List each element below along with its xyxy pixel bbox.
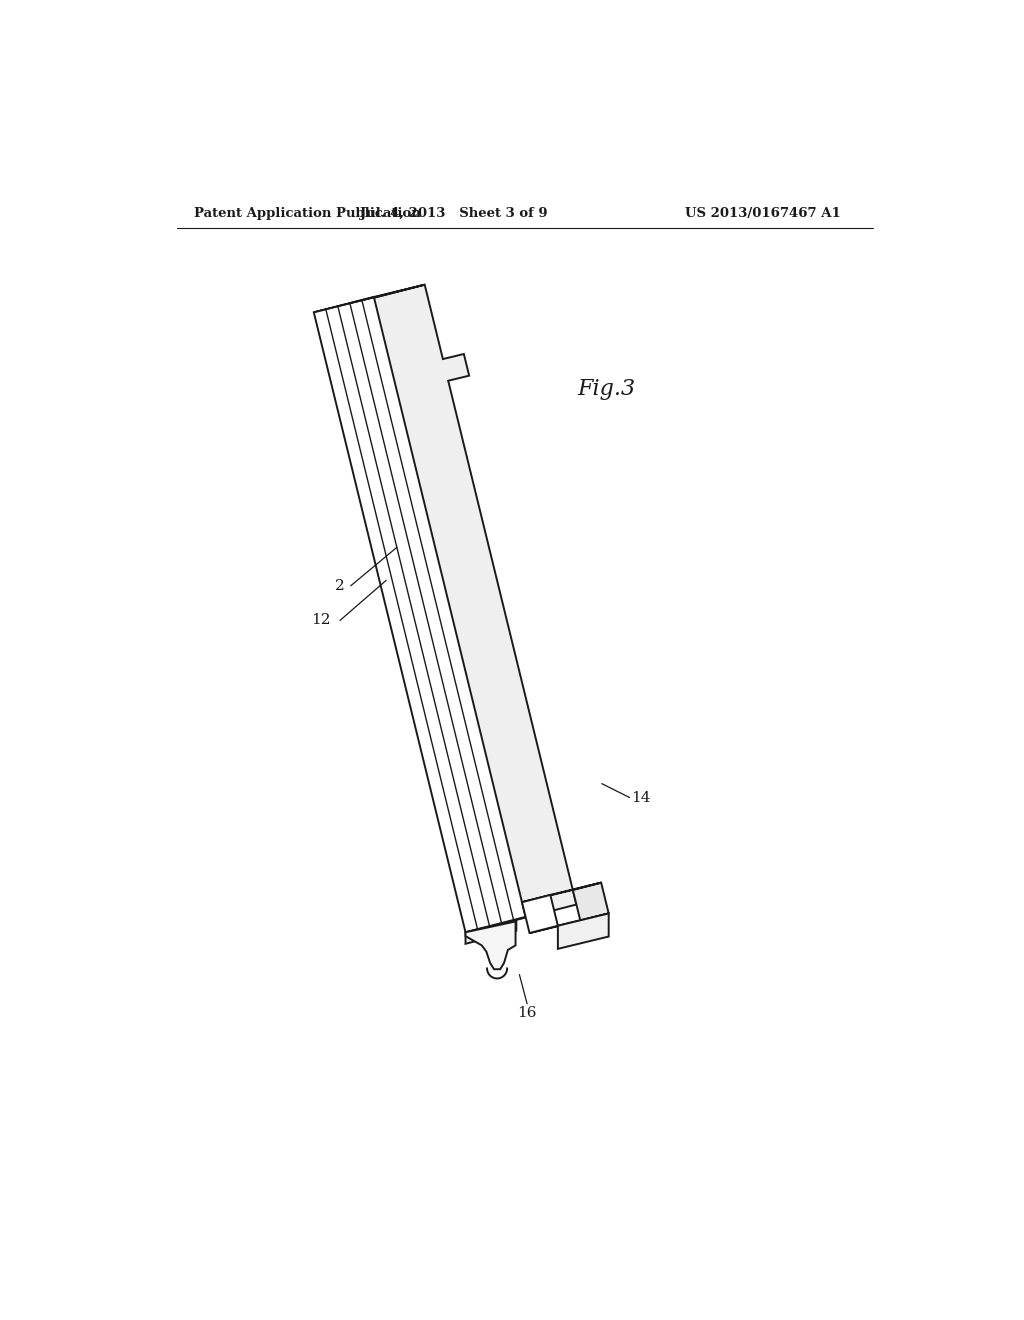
Polygon shape (466, 921, 515, 969)
Text: 14: 14 (631, 791, 650, 804)
Polygon shape (529, 913, 608, 933)
Polygon shape (365, 285, 577, 920)
Polygon shape (522, 883, 601, 903)
Polygon shape (313, 285, 425, 313)
Text: Jul. 4, 2013   Sheet 3 of 9: Jul. 4, 2013 Sheet 3 of 9 (360, 207, 548, 220)
Text: US 2013/0167467 A1: US 2013/0167467 A1 (685, 207, 841, 220)
Polygon shape (572, 883, 608, 921)
Polygon shape (522, 895, 558, 933)
Text: 16: 16 (517, 1006, 537, 1020)
Text: 12: 12 (311, 614, 331, 627)
Polygon shape (466, 920, 516, 944)
Text: Patent Application Publication: Patent Application Publication (194, 207, 421, 220)
Text: 2: 2 (335, 578, 345, 593)
Polygon shape (313, 297, 525, 932)
Text: Fig.3: Fig.3 (578, 379, 635, 400)
Polygon shape (558, 913, 608, 949)
